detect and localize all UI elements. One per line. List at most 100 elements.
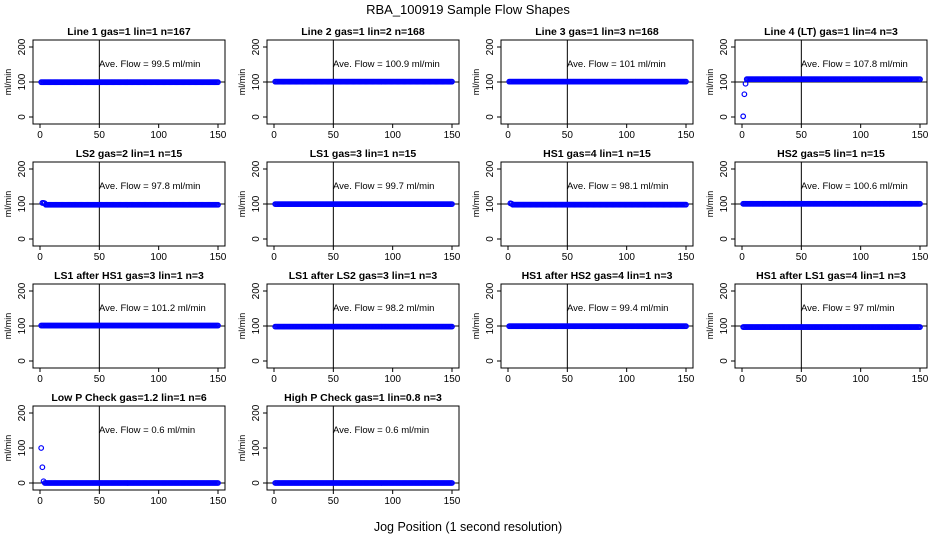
panel-8: HS2 gas=5 lin=1 n=15 0 50 100 150 0 100 200 ml/m… bbox=[705, 148, 929, 263]
figure-x-axis-label: Jog Position (1 second resolution) bbox=[374, 520, 562, 534]
panel-9: LS1 after HS1 gas=3 lin=1 n=3 0 50 100 150 0 1… bbox=[3, 270, 227, 385]
y-axis-label: ml/min bbox=[3, 69, 13, 96]
data-point bbox=[449, 201, 455, 208]
y-tick-label: 0 bbox=[17, 114, 28, 120]
y-axis-label: ml/min bbox=[471, 191, 481, 218]
panel-1: Line 1 gas=1 lin=1 n=167 0 50 100 150 0 100 200… bbox=[3, 26, 227, 141]
y-tick-label: 0 bbox=[17, 480, 28, 486]
x-tick-label: 0 bbox=[271, 496, 277, 507]
y-axis-label: ml/min bbox=[3, 191, 13, 218]
data-point bbox=[683, 201, 689, 208]
y-tick-label: 0 bbox=[719, 236, 730, 242]
x-tick-label: 150 bbox=[678, 130, 695, 141]
panel-4: Line 4 (LT) gas=1 lin=4 n=3 0 50 100 150 0 100… bbox=[705, 26, 929, 141]
y-axis-label: ml/min bbox=[237, 191, 247, 218]
y-tick-label: 0 bbox=[485, 236, 496, 242]
average-flow-annotation: Ave. Flow = 101.2 ml/min bbox=[99, 303, 206, 314]
y-axis-label: ml/min bbox=[3, 435, 13, 462]
panel-title: HS1 after HS2 gas=4 lin=1 n=3 bbox=[522, 270, 673, 282]
y-tick-label: 100 bbox=[485, 73, 496, 90]
data-points bbox=[740, 76, 923, 120]
y-tick-label: 100 bbox=[251, 317, 262, 334]
y-tick-label: 200 bbox=[251, 282, 262, 299]
data-point bbox=[683, 78, 689, 85]
x-tick-label: 150 bbox=[210, 496, 227, 507]
x-tick-label: 100 bbox=[852, 130, 869, 141]
y-tick-label: 200 bbox=[251, 38, 262, 55]
x-tick-label: 50 bbox=[328, 496, 340, 507]
x-tick-label: 100 bbox=[852, 252, 869, 263]
x-tick-label: 50 bbox=[328, 374, 340, 385]
x-tick-label: 100 bbox=[150, 374, 167, 385]
y-tick-label: 100 bbox=[485, 317, 496, 334]
y-tick-label: 200 bbox=[485, 160, 496, 177]
data-points bbox=[506, 78, 689, 85]
data-points bbox=[38, 79, 221, 86]
y-tick-label: 0 bbox=[251, 114, 262, 120]
y-tick-label: 100 bbox=[17, 439, 28, 456]
y-tick-label: 100 bbox=[251, 195, 262, 212]
data-points bbox=[740, 324, 923, 330]
plot-frame bbox=[32, 405, 226, 491]
data-points bbox=[272, 480, 455, 486]
y-axis-label: ml/min bbox=[237, 435, 247, 462]
x-tick-label: 150 bbox=[912, 374, 929, 385]
average-flow-annotation: Ave. Flow = 98.1 ml/min bbox=[567, 181, 668, 192]
x-tick-label: 0 bbox=[739, 130, 745, 141]
y-tick-label: 200 bbox=[719, 160, 730, 177]
data-point bbox=[449, 78, 455, 85]
y-tick-label: 0 bbox=[485, 358, 496, 364]
y-tick-label: 0 bbox=[485, 114, 496, 120]
plot-frame bbox=[266, 405, 460, 491]
panel-title: Line 4 (LT) gas=1 lin=4 n=3 bbox=[764, 26, 898, 38]
data-points bbox=[38, 322, 221, 329]
panel-2: Line 2 gas=1 lin=2 n=168 0 50 100 150 0 100 200… bbox=[237, 26, 461, 141]
y-tick-label: 200 bbox=[17, 282, 28, 299]
x-tick-label: 50 bbox=[94, 252, 106, 263]
average-flow-annotation: Ave. Flow = 100.6 ml/min bbox=[801, 181, 908, 192]
x-tick-label: 50 bbox=[796, 130, 808, 141]
data-point bbox=[917, 76, 923, 83]
y-tick-label: 0 bbox=[251, 236, 262, 242]
x-tick-label: 0 bbox=[271, 252, 277, 263]
panel-grid: Line 1 gas=1 lin=1 n=167 0 50 100 150 0 100 200… bbox=[3, 26, 929, 507]
panel-title: LS1 after HS1 gas=3 lin=1 n=3 bbox=[54, 270, 204, 282]
data-point bbox=[215, 322, 221, 329]
x-tick-label: 0 bbox=[505, 252, 511, 263]
y-axis-label: ml/min bbox=[237, 69, 247, 96]
x-tick-label: 100 bbox=[852, 374, 869, 385]
panel-14: High P Check gas=1 lin=0.8 n=3 0 50 100 150 0… bbox=[237, 392, 461, 507]
panel-title: Line 3 gas=1 lin=3 n=168 bbox=[535, 26, 659, 38]
x-tick-label: 50 bbox=[328, 252, 340, 263]
y-tick-label: 0 bbox=[719, 114, 730, 120]
data-point bbox=[683, 323, 689, 330]
data-points bbox=[39, 200, 221, 208]
x-tick-label: 150 bbox=[210, 374, 227, 385]
x-tick-label: 50 bbox=[562, 252, 574, 263]
y-tick-label: 100 bbox=[17, 317, 28, 334]
panel-title: HS2 gas=5 lin=1 n=15 bbox=[777, 148, 885, 160]
x-tick-label: 150 bbox=[210, 130, 227, 141]
average-flow-annotation: Ave. Flow = 98.2 ml/min bbox=[333, 303, 434, 314]
y-tick-label: 0 bbox=[719, 358, 730, 364]
y-tick-label: 100 bbox=[719, 317, 730, 334]
x-tick-label: 0 bbox=[37, 374, 43, 385]
x-tick-label: 50 bbox=[94, 130, 106, 141]
average-flow-annotation: Ave. Flow = 99.7 ml/min bbox=[333, 181, 434, 192]
panel-13: Low P Check gas=1.2 lin=1 n=6 0 50 100 150 0 1… bbox=[3, 392, 227, 507]
x-tick-label: 150 bbox=[678, 374, 695, 385]
x-tick-label: 0 bbox=[37, 496, 43, 507]
average-flow-annotation: Ave. Flow = 99.5 ml/min bbox=[99, 59, 200, 70]
panel-title: HS1 after LS1 gas=4 lin=1 n=3 bbox=[756, 270, 906, 282]
y-tick-label: 200 bbox=[719, 282, 730, 299]
average-flow-annotation: Ave. Flow = 97.8 ml/min bbox=[99, 181, 200, 192]
y-tick-label: 100 bbox=[251, 439, 262, 456]
data-point bbox=[449, 480, 455, 486]
panel-title: Line 1 gas=1 lin=1 n=167 bbox=[67, 26, 191, 38]
data-points bbox=[740, 200, 923, 207]
data-point bbox=[740, 113, 747, 120]
average-flow-annotation: Ave. Flow = 99.4 ml/min bbox=[567, 303, 668, 314]
x-tick-label: 0 bbox=[505, 374, 511, 385]
panel-10: LS1 after LS2 gas=3 lin=1 n=3 0 50 100 150 0 1… bbox=[237, 270, 461, 385]
panel-title: HS1 gas=4 lin=1 n=15 bbox=[543, 148, 651, 160]
